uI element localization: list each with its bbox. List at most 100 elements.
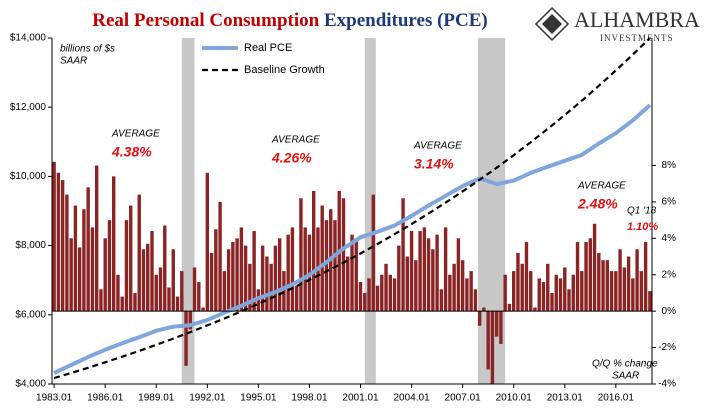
average-label: AVERAGE (413, 141, 462, 152)
bar (346, 256, 350, 312)
bar (418, 231, 422, 312)
bar (631, 278, 635, 312)
bar (133, 292, 137, 312)
line (53, 38, 651, 380)
bar (494, 311, 499, 337)
bar (77, 247, 82, 312)
bar (235, 238, 239, 312)
bar (503, 274, 507, 312)
bar (243, 245, 248, 312)
recession-band (181, 38, 195, 384)
bar (299, 198, 303, 312)
bar (269, 263, 273, 312)
bar (380, 274, 384, 312)
bar (154, 274, 158, 312)
bar (94, 165, 99, 312)
bar (163, 225, 167, 312)
title-part: Real Personal Consumption (92, 10, 319, 31)
bar (575, 241, 580, 312)
bar (567, 289, 571, 312)
bar (52, 161, 56, 312)
bar (112, 176, 116, 312)
bar (312, 190, 316, 312)
bar (141, 249, 146, 312)
x-tick-label: 1986.01 (87, 393, 124, 404)
bar (180, 271, 184, 312)
bar (56, 172, 61, 312)
bar (456, 238, 461, 312)
bar (218, 201, 222, 312)
bar (601, 260, 605, 312)
average-value: 1.10% (627, 221, 658, 233)
bar (605, 260, 610, 312)
bar (358, 282, 363, 312)
legend-label: Baseline Growth (244, 64, 325, 76)
bar (392, 278, 397, 312)
bar (222, 271, 227, 312)
bar (431, 249, 435, 312)
bar (239, 227, 244, 312)
bar (482, 307, 486, 312)
bar (86, 187, 90, 312)
bar (324, 220, 329, 312)
y2-tick-label: -4% (658, 379, 676, 390)
bar (563, 267, 567, 312)
chart-title: Real Personal Consumption Expenditures (… (92, 10, 488, 31)
y-tick-label: $6,000 (15, 309, 46, 320)
bar (333, 220, 337, 312)
bar (524, 241, 529, 312)
bar (554, 274, 558, 312)
line (53, 103, 652, 375)
x-tick-label: 1992.01 (189, 393, 226, 404)
logo: ALHAMBRA INVESTMENTS (534, 6, 700, 43)
bar (512, 271, 516, 312)
bar (435, 234, 439, 312)
y-tick-label: $14,000 (10, 33, 47, 44)
bar (188, 311, 192, 330)
average-label: AVERAGE (271, 135, 320, 146)
bar (73, 205, 78, 312)
average-label: Q1 '18 (627, 206, 657, 217)
bar (375, 285, 380, 312)
logo-icon (534, 6, 570, 42)
x-tick-label: 1989.01 (138, 393, 175, 404)
bar (341, 198, 346, 312)
bar (286, 234, 290, 312)
bar (443, 227, 448, 312)
x-tick-label: 2016.01 (598, 393, 635, 404)
bar (397, 245, 401, 312)
y2-tick-label: 0% (662, 306, 677, 317)
bar (537, 278, 541, 312)
bar (473, 289, 478, 312)
bar (546, 263, 550, 312)
bar (99, 289, 103, 312)
bar (371, 194, 375, 312)
bar (252, 231, 256, 312)
average-value: 3.14% (414, 156, 454, 172)
bar (584, 241, 588, 312)
bar (214, 229, 218, 312)
bar (635, 249, 639, 312)
bar (452, 263, 456, 312)
bar (150, 231, 154, 312)
bar (205, 172, 210, 312)
y2-tick-label: 4% (662, 233, 677, 244)
bar (320, 205, 324, 312)
bar (414, 260, 418, 312)
bar (507, 303, 512, 312)
bar (265, 256, 269, 312)
bar (277, 238, 282, 312)
bar (516, 252, 520, 312)
bar (124, 220, 129, 312)
bar (363, 292, 367, 312)
bar (626, 256, 631, 312)
bar (477, 311, 482, 326)
bar (529, 271, 533, 312)
bar (290, 227, 295, 312)
bar (171, 249, 175, 312)
bar (465, 278, 469, 312)
logo-name: ALHAMBRA (574, 7, 700, 32)
bar (273, 245, 278, 312)
average-value: 4.38% (111, 144, 152, 160)
bar (294, 285, 299, 312)
